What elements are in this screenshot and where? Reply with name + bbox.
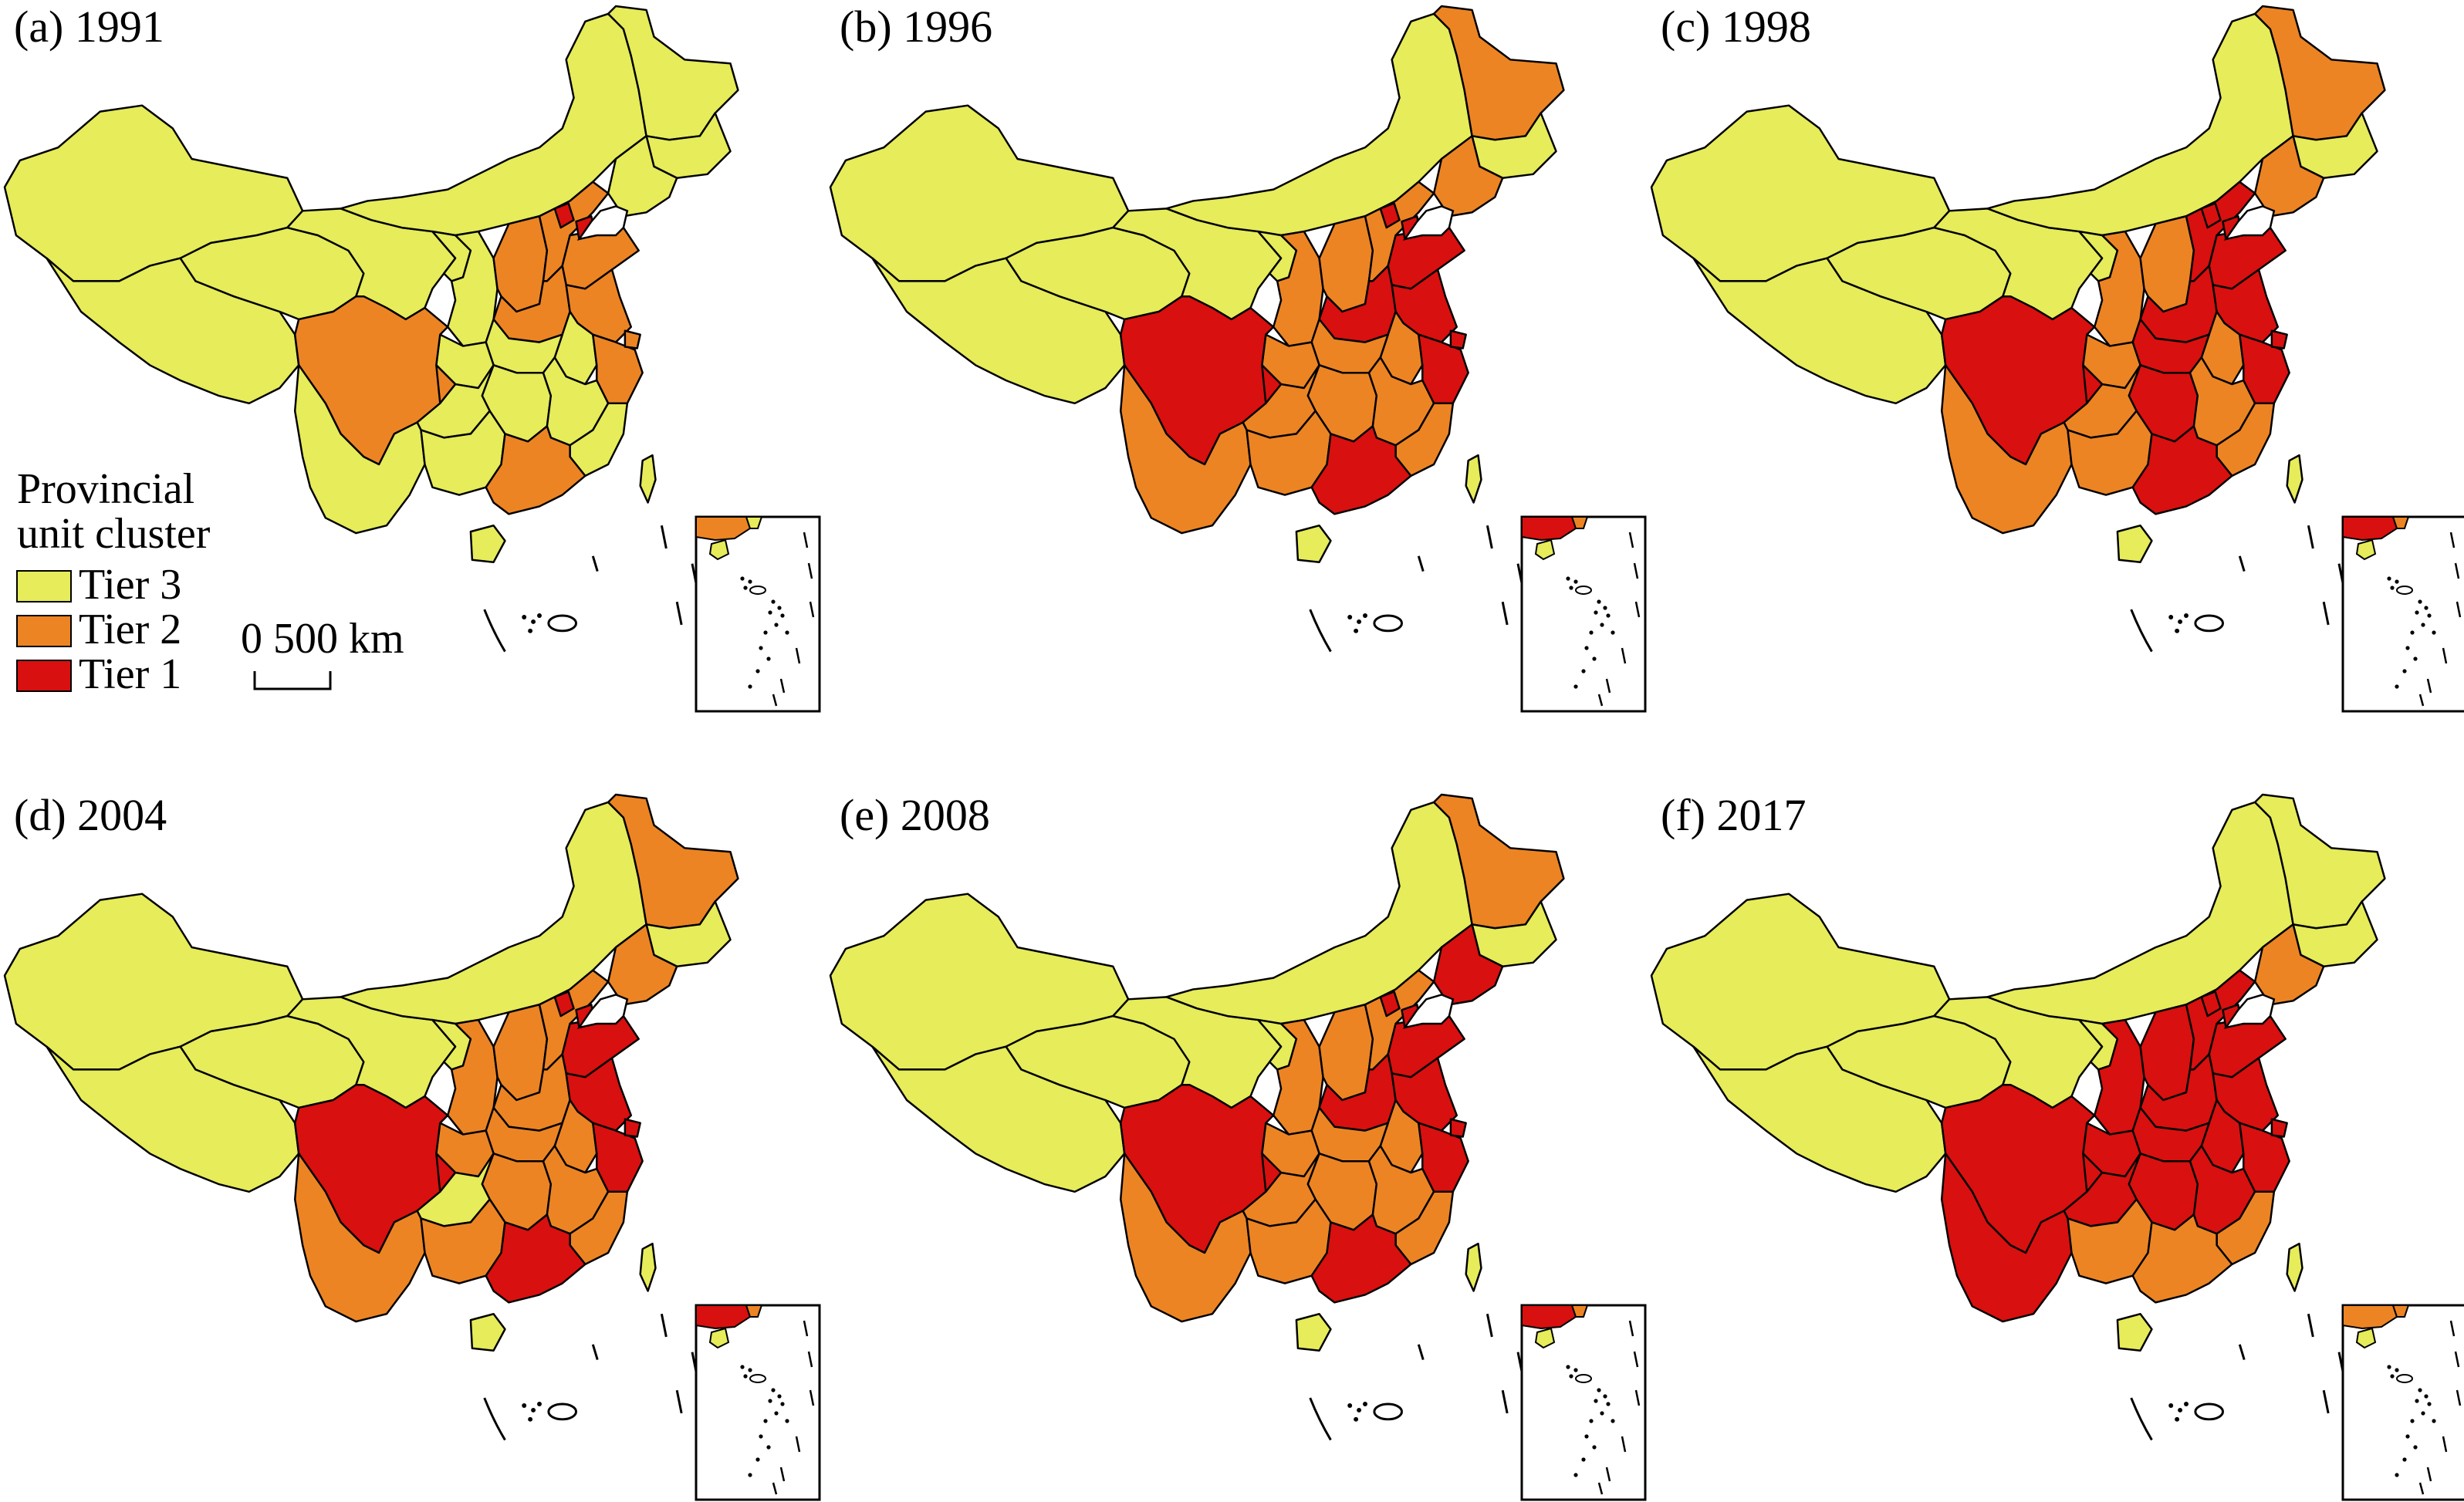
province-taiwan bbox=[639, 1242, 657, 1292]
scale-bar: 0 500 km bbox=[241, 615, 404, 690]
province-liaoning bbox=[1432, 923, 1504, 1006]
legend-swatch-tier3 bbox=[16, 570, 72, 602]
offshore-islands bbox=[1309, 525, 1524, 653]
legend-title-line1: Provincial bbox=[17, 465, 194, 513]
panel-label: (b) 1996 bbox=[840, 2, 992, 52]
province-shanghai bbox=[1449, 1118, 1467, 1138]
province-shanghai bbox=[2270, 329, 2288, 349]
province-shanghai bbox=[624, 329, 641, 349]
panel-label: (f) 2017 bbox=[1661, 790, 1806, 840]
offshore-islands bbox=[483, 1313, 698, 1441]
panel-label: (e) 2008 bbox=[840, 790, 990, 840]
offshore-islands bbox=[1309, 1313, 1524, 1441]
province-liaoning bbox=[1432, 135, 1504, 218]
bohai-sea bbox=[576, 205, 629, 241]
south-china-sea-inset bbox=[695, 515, 821, 713]
province-liaoning bbox=[607, 135, 678, 218]
legend-label-tier1: Tier 1 bbox=[79, 650, 181, 698]
province-liaoning bbox=[2253, 135, 2325, 218]
province-liaoning bbox=[607, 923, 678, 1006]
province-hainan bbox=[469, 1312, 506, 1352]
bohai-sea bbox=[576, 994, 629, 1029]
province-shanghai bbox=[624, 1118, 641, 1138]
province-taiwan bbox=[2286, 454, 2303, 504]
bohai-sea bbox=[2223, 205, 2276, 241]
offshore-islands bbox=[483, 525, 698, 653]
province-beijing bbox=[553, 202, 575, 229]
legend-swatch-tier1 bbox=[16, 660, 72, 692]
china-map bbox=[1650, 5, 2386, 653]
map-panel: (d) 2004 bbox=[3, 790, 821, 1501]
panel-label: (a) 1991 bbox=[14, 2, 164, 52]
scale-bar-label: 0 500 km bbox=[241, 615, 404, 663]
province-beijing bbox=[1379, 202, 1401, 229]
south-china-sea-inset bbox=[695, 1304, 821, 1501]
offshore-islands bbox=[2130, 1313, 2345, 1441]
province-hainan bbox=[1295, 1312, 1332, 1352]
bohai-sea bbox=[2223, 994, 2276, 1029]
china-map bbox=[1650, 793, 2386, 1441]
province-shanghai bbox=[1449, 329, 1467, 349]
south-china-sea-inset bbox=[2341, 515, 2464, 713]
china-map bbox=[3, 5, 739, 653]
legend-label-tier3: Tier 3 bbox=[79, 561, 181, 609]
panel-label: (d) 2004 bbox=[14, 790, 167, 840]
province-beijing bbox=[553, 991, 575, 1018]
china-map bbox=[829, 793, 1565, 1441]
province-hainan bbox=[469, 524, 506, 563]
china-map bbox=[3, 793, 739, 1441]
bohai-sea bbox=[1402, 205, 1455, 241]
south-china-sea-inset bbox=[2341, 1304, 2464, 1501]
province-guangdong bbox=[485, 1213, 586, 1304]
offshore-islands bbox=[2130, 525, 2345, 653]
map-panel: (f) 2017 bbox=[1650, 790, 2464, 1501]
panel-label: (c) 1998 bbox=[1661, 2, 1811, 52]
bohai-sea bbox=[1402, 994, 1455, 1029]
map-panel: (a) 1991 bbox=[3, 2, 821, 713]
province-liaoning bbox=[2253, 923, 2325, 1006]
province-taiwan bbox=[639, 454, 657, 504]
province-taiwan bbox=[1465, 1242, 1482, 1292]
province-taiwan bbox=[2286, 1242, 2303, 1292]
south-china-sea-inset bbox=[1520, 515, 1647, 713]
province-beijing bbox=[2200, 202, 2222, 229]
legend-label-tier2: Tier 2 bbox=[79, 606, 181, 653]
china-map bbox=[829, 5, 1565, 653]
province-hainan bbox=[1295, 524, 1332, 563]
province-hainan bbox=[2116, 1312, 2153, 1352]
province-guangdong bbox=[2131, 425, 2233, 515]
province-guangdong bbox=[1310, 1213, 1412, 1304]
map-panel: (b) 1996 bbox=[829, 2, 1647, 713]
province-guangdong bbox=[2131, 1213, 2233, 1304]
province-beijing bbox=[2200, 991, 2222, 1018]
province-taiwan bbox=[1465, 454, 1482, 504]
legend-title-line2: unit cluster bbox=[17, 510, 211, 558]
province-guangdong bbox=[485, 425, 586, 515]
province-beijing bbox=[1379, 991, 1401, 1018]
province-hainan bbox=[2116, 524, 2153, 563]
south-china-sea-inset bbox=[1520, 1304, 1647, 1501]
province-shanghai bbox=[2270, 1118, 2288, 1138]
map-panel: (c) 1998 bbox=[1650, 2, 2464, 713]
map-panel: (e) 2008 bbox=[829, 790, 1647, 1501]
province-guangdong bbox=[1310, 425, 1412, 515]
legend-swatch-tier2 bbox=[16, 615, 72, 647]
